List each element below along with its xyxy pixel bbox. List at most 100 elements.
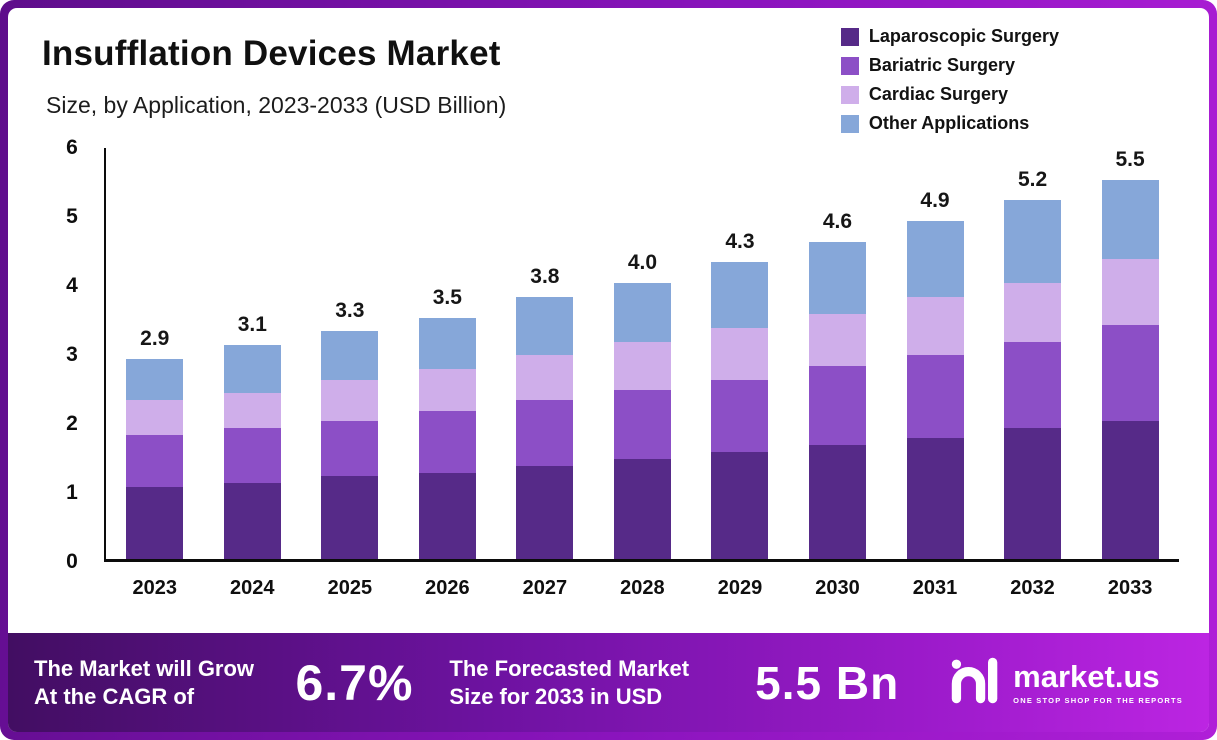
- x-label-2025: 2025: [327, 577, 373, 599]
- x-label-2032: 2032: [1010, 577, 1055, 599]
- segment-2026-laparoscopic-surgery: [418, 472, 476, 559]
- segment-2030-laparoscopic-surgery: [808, 445, 866, 559]
- chart-section: Insufflation Devices Market Size, by App…: [8, 8, 1209, 633]
- bar-2032: 5.2 2032: [1004, 148, 1062, 599]
- segment-2027-bariatric-surgery: [516, 400, 574, 466]
- plot-area: 0 1 2 3 4 5 6 2.9 2023 3.1 2024 3.3 2025 3.5 2026 3.8 20…: [66, 136, 1179, 599]
- legend-label: Bariatric Surgery: [868, 55, 1015, 75]
- bar-total-2025: 3.3: [335, 299, 365, 323]
- legend-swatch-icon: [840, 85, 859, 104]
- segment-2026-cardiac-surgery: [418, 369, 476, 411]
- legend-swatch-icon: [840, 56, 859, 75]
- bar-2029: 4.3 2029: [711, 148, 769, 599]
- bar-total-2029: 4.3: [725, 230, 755, 254]
- bar-total-2032: 5.2: [1017, 168, 1048, 192]
- legend-label: Cardiac Surgery: [868, 84, 1008, 104]
- x-label-2024: 2024: [230, 577, 275, 599]
- segment-2026-other-applications: [418, 317, 476, 370]
- brand: market.us ONE STOP SHOP FOR THE REPORTS: [949, 655, 1183, 710]
- segment-2028-bariatric-surgery: [613, 389, 671, 459]
- y-tick-2: 2: [66, 412, 78, 435]
- segment-2033-bariatric-surgery: [1101, 324, 1159, 422]
- y-tick-3: 3: [66, 343, 78, 366]
- bar-2031: 4.9 2031: [906, 148, 964, 599]
- cagr-value: 6.7%: [295, 654, 414, 711]
- segment-2027-laparoscopic-surgery: [516, 465, 574, 559]
- page-subtitle: Size, by Application, 2023-2033 (USD Bil…: [46, 92, 507, 118]
- segment-2025-bariatric-surgery: [321, 421, 379, 477]
- segment-2032-laparoscopic-surgery: [1004, 427, 1062, 559]
- bar-2024: 3.1 2024: [223, 148, 281, 599]
- segment-2029-laparoscopic-surgery: [711, 452, 769, 559]
- y-tick-1: 1: [66, 481, 78, 504]
- bar-total-2023: 2.9: [140, 326, 170, 350]
- segment-2030-bariatric-surgery: [808, 365, 866, 446]
- segment-2024-laparoscopic-surgery: [223, 483, 281, 559]
- footer-banner: The Market will Grow At the CAGR of 6.7%…: [8, 633, 1209, 732]
- brand-name: market.us: [1013, 658, 1160, 694]
- y-tick-0: 0: [66, 550, 78, 573]
- segment-2028-cardiac-surgery: [613, 341, 671, 390]
- segment-2029-cardiac-surgery: [711, 327, 769, 380]
- bar-2033: 5.5 2033: [1101, 147, 1159, 599]
- x-label-2030: 2030: [815, 577, 860, 599]
- segment-2028-other-applications: [613, 283, 671, 342]
- segment-2031-other-applications: [906, 220, 964, 297]
- y-tick-4: 4: [66, 274, 78, 297]
- segment-2024-other-applications: [223, 345, 281, 394]
- legend-label: Laparoscopic Surgery: [868, 26, 1059, 46]
- segment-2025-laparoscopic-surgery: [321, 476, 379, 559]
- segment-2024-cardiac-surgery: [223, 393, 281, 428]
- infographic-panel: Insufflation Devices Market Size, by App…: [8, 8, 1209, 732]
- legend-label: Other Applications: [868, 113, 1030, 133]
- marketus-logo-icon: [949, 655, 1001, 710]
- bar-2025: 3.3 2025: [321, 148, 379, 599]
- segment-2032-other-applications: [1004, 200, 1062, 284]
- segment-2025-cardiac-surgery: [321, 379, 379, 422]
- forecast-value: 5.5 Bn: [755, 656, 900, 709]
- segment-2031-bariatric-surgery: [906, 355, 964, 439]
- bar-2027: 3.8 2027: [516, 148, 574, 599]
- bar-2023: 2.9 2023: [126, 148, 184, 599]
- bar-2026: 3.5 2026: [418, 148, 476, 599]
- bar-total-2028: 4.0: [627, 251, 658, 275]
- segment-2032-bariatric-surgery: [1004, 341, 1062, 428]
- legend-swatch-icon: [840, 114, 859, 133]
- bar-total-2031: 4.9: [920, 188, 950, 212]
- bar-total-2033: 5.5: [1115, 147, 1145, 171]
- x-label-2023: 2023: [132, 577, 178, 599]
- brand-tagline: ONE STOP SHOP FOR THE REPORTS: [1013, 695, 1183, 705]
- y-tick-5: 5: [66, 205, 78, 228]
- segment-2027-cardiac-surgery: [516, 355, 574, 401]
- bar-total-2027: 3.8: [530, 264, 560, 288]
- segment-2023-other-applications: [126, 358, 184, 401]
- segment-2031-laparoscopic-surgery: [906, 438, 964, 559]
- bar-total-2030: 4.6: [822, 209, 853, 233]
- segment-2023-cardiac-surgery: [126, 400, 184, 435]
- segment-2031-cardiac-surgery: [906, 296, 964, 356]
- forecast-label: The Forecasted Market Size for 2033 in U…: [449, 656, 690, 709]
- segment-2026-bariatric-surgery: [418, 410, 476, 473]
- segment-2028-laparoscopic-surgery: [613, 458, 671, 559]
- segment-2030-other-applications: [808, 241, 866, 315]
- legend-item-bariatric-surgery: Bariatric Surgery: [840, 55, 1059, 76]
- page-title: Insufflation Devices Market: [42, 34, 501, 73]
- segment-2025-other-applications: [321, 331, 379, 380]
- x-label-2027: 2027: [522, 577, 568, 599]
- segment-2033-other-applications: [1101, 179, 1159, 260]
- x-label-2028: 2028: [620, 577, 665, 599]
- segment-2029-other-applications: [711, 262, 769, 328]
- cagr-label: The Market will Grow At the CAGR of: [34, 656, 255, 709]
- segment-2033-laparoscopic-surgery: [1101, 421, 1159, 559]
- legend-item-cardiac-surgery: Cardiac Surgery: [840, 84, 1059, 105]
- segment-2030-cardiac-surgery: [808, 314, 866, 366]
- legend-item-other-applications: Other Applications: [840, 113, 1059, 134]
- x-label-2031: 2031: [912, 577, 958, 599]
- bar-total-2026: 3.5: [432, 285, 462, 309]
- bar-2030: 4.6 2030: [808, 148, 866, 599]
- y-tick-6: 6: [66, 136, 78, 159]
- segment-2029-bariatric-surgery: [711, 379, 769, 453]
- legend: Laparoscopic Surgery Bariatric Surgery Car…: [840, 26, 1059, 134]
- segment-2023-bariatric-surgery: [126, 434, 184, 487]
